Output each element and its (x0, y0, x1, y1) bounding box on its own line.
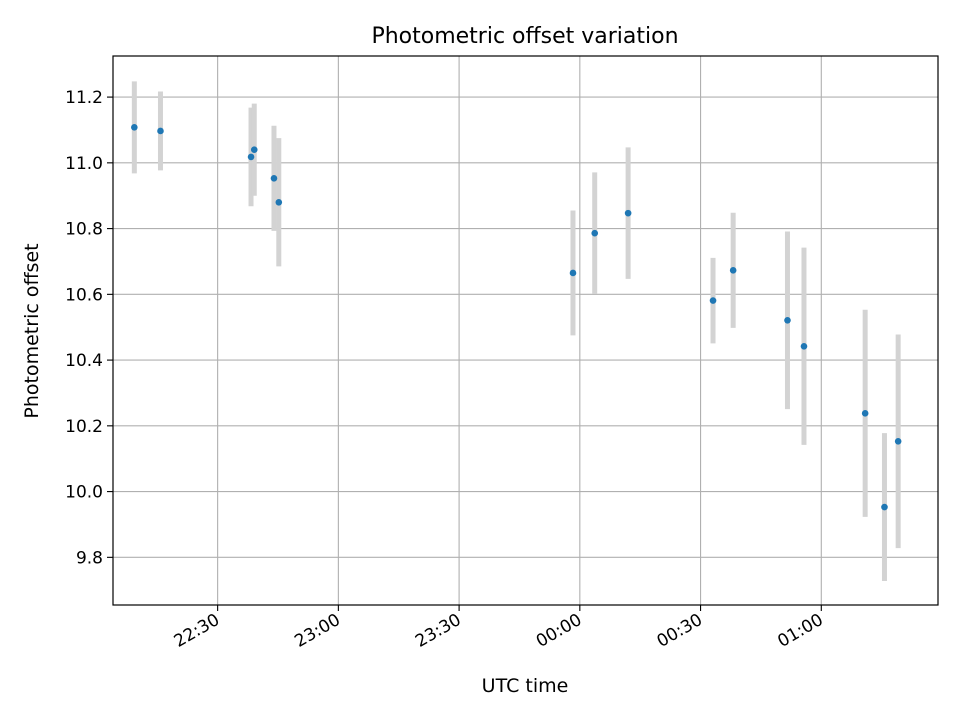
y-tick-label: 10.6 (65, 285, 103, 305)
data-point (861, 410, 869, 417)
data-points (131, 124, 902, 511)
data-point (894, 437, 902, 445)
y-tick-label: 11.0 (65, 154, 103, 174)
data-point (709, 297, 717, 304)
data-point (250, 146, 258, 153)
plot-frame (112, 55, 939, 606)
data-point (157, 127, 164, 135)
y-tick-label: 10.0 (65, 483, 103, 503)
data-point (591, 229, 599, 237)
y-tick-label: 10.8 (65, 220, 103, 240)
y-tick-label: 10.2 (65, 417, 103, 437)
data-point (131, 124, 138, 131)
y-tick-label: 9.8 (76, 548, 103, 568)
data-point (247, 153, 255, 161)
data-point (729, 267, 737, 274)
y-tick-label: 10.4 (65, 351, 103, 371)
y-axis-label: Photometric offset (21, 243, 43, 418)
data-point (270, 174, 278, 182)
data-point (800, 342, 808, 350)
y-tick-label: 11.2 (65, 88, 103, 108)
y-axis-ticks: 9.8 10.0 10.2 10.4 10.6 10.8 11.0 11.2 (65, 88, 113, 568)
grid (113, 56, 938, 605)
data-point (624, 209, 632, 217)
data-point (881, 503, 888, 511)
data-point (784, 317, 791, 324)
data-point (569, 269, 577, 277)
chart-title: Photometric offset variation (371, 24, 678, 49)
x-axis-label: UTC time (482, 675, 569, 697)
data-point (275, 198, 283, 206)
